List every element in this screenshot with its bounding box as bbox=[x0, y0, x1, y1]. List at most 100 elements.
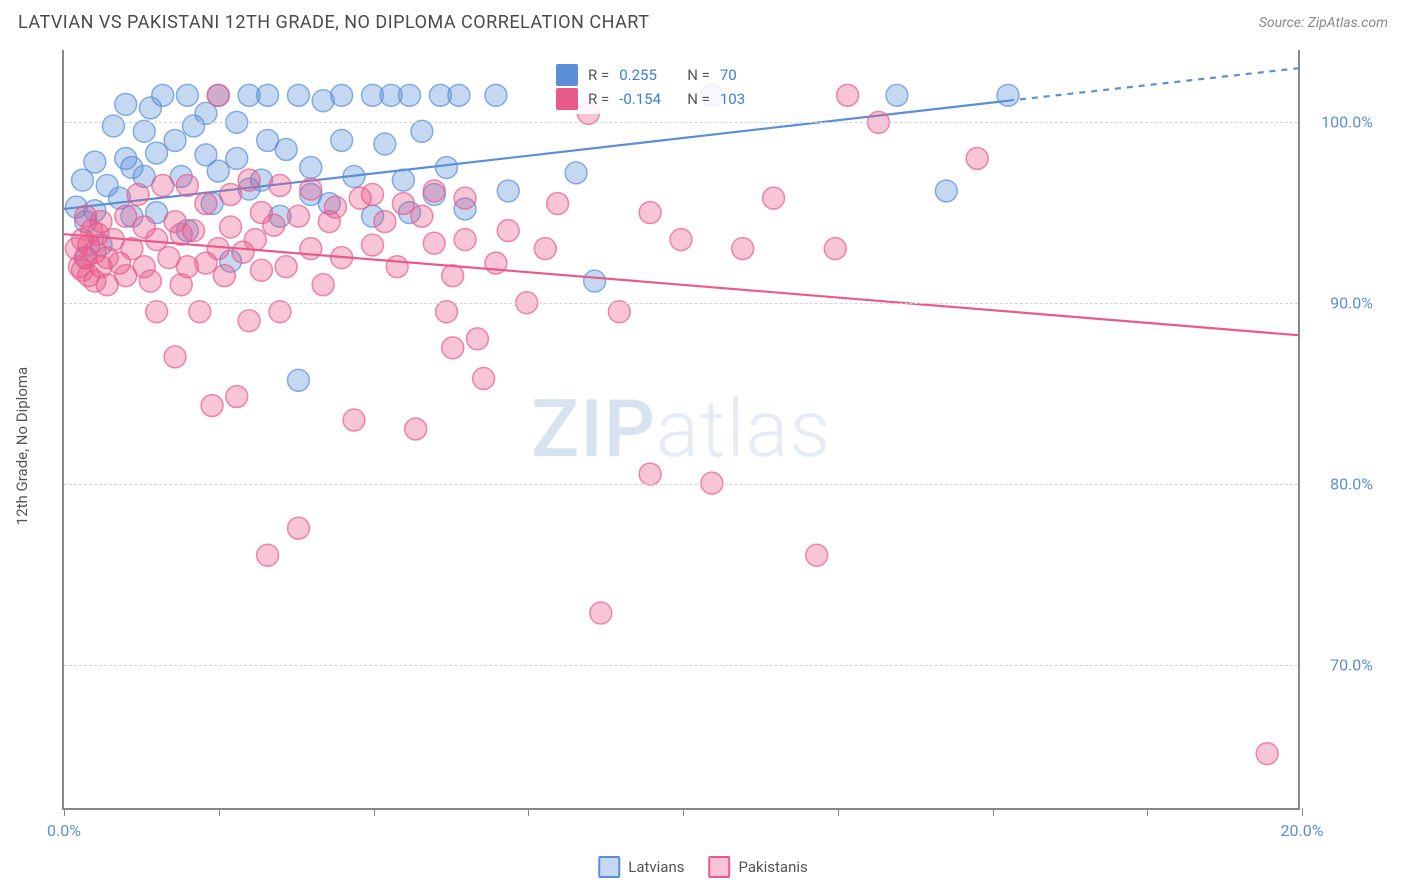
data-point bbox=[485, 84, 507, 106]
data-point bbox=[362, 184, 384, 206]
data-point bbox=[257, 544, 279, 566]
data-point bbox=[584, 270, 606, 292]
data-point bbox=[473, 368, 495, 390]
data-point bbox=[325, 196, 347, 218]
data-point bbox=[300, 157, 322, 179]
data-point bbox=[763, 187, 785, 209]
data-point bbox=[275, 256, 297, 278]
x-tick-label: 0.0% bbox=[47, 821, 81, 840]
data-point bbox=[207, 84, 229, 106]
data-point bbox=[405, 418, 427, 440]
data-point bbox=[146, 142, 168, 164]
data-point bbox=[466, 328, 488, 350]
data-point bbox=[590, 602, 612, 624]
data-point bbox=[448, 84, 470, 106]
x-tick bbox=[219, 808, 220, 816]
data-point bbox=[639, 202, 661, 224]
data-point bbox=[201, 395, 223, 417]
data-point bbox=[195, 193, 217, 215]
legend-label: Latvians bbox=[628, 858, 684, 876]
x-tick bbox=[64, 808, 65, 816]
legend-item: Latvians bbox=[598, 856, 684, 878]
y-tick-label: 100.0% bbox=[1321, 113, 1373, 132]
data-point bbox=[275, 138, 297, 160]
data-point bbox=[269, 175, 291, 197]
regression-line-extrapolated bbox=[1008, 68, 1298, 100]
data-point bbox=[207, 160, 229, 182]
legend-swatch bbox=[556, 88, 578, 110]
gridline bbox=[64, 665, 1298, 666]
data-point bbox=[454, 229, 476, 251]
stats-row: R =-0.154N =103 bbox=[556, 88, 745, 110]
x-tick bbox=[838, 808, 839, 816]
chart-plot-area: ZIPatlas R =0.255N =70R =-0.154N =103 70… bbox=[62, 50, 1300, 810]
data-point bbox=[152, 175, 174, 197]
data-point bbox=[837, 84, 859, 106]
data-point bbox=[670, 229, 692, 251]
chart-title: LATVIAN VS PAKISTANI 12TH GRADE, NO DIPL… bbox=[18, 12, 649, 33]
stats-row: R = 0.255 N = 70 bbox=[556, 64, 745, 86]
legend-swatch bbox=[708, 856, 730, 878]
stat-n-value: 103 bbox=[720, 90, 745, 108]
data-point bbox=[300, 238, 322, 260]
stat-r-label: R = bbox=[588, 66, 609, 84]
data-point bbox=[534, 238, 556, 260]
data-point bbox=[238, 310, 260, 332]
data-point bbox=[238, 169, 260, 191]
data-point bbox=[250, 259, 272, 281]
legend-swatch bbox=[598, 856, 620, 878]
data-point bbox=[386, 256, 408, 278]
data-point bbox=[226, 147, 248, 169]
data-point bbox=[287, 205, 309, 227]
x-tick-label: 20.0% bbox=[1281, 821, 1324, 840]
y-tick-label: 90.0% bbox=[1330, 294, 1373, 313]
data-point bbox=[362, 234, 384, 256]
data-point bbox=[331, 84, 353, 106]
legend-label: Pakistanis bbox=[738, 858, 807, 876]
data-point bbox=[102, 115, 124, 137]
data-point bbox=[497, 220, 519, 242]
data-point bbox=[886, 84, 908, 106]
source-attribution: Source: ZipAtlas.com bbox=[1259, 15, 1388, 31]
legend-item: Pakistanis bbox=[708, 856, 807, 878]
data-point bbox=[806, 544, 828, 566]
data-point bbox=[374, 211, 396, 233]
scatter-plot-svg bbox=[64, 50, 1298, 808]
x-tick bbox=[993, 808, 994, 816]
data-point bbox=[1256, 743, 1278, 765]
data-point bbox=[84, 151, 106, 173]
data-point bbox=[374, 133, 396, 155]
data-point bbox=[331, 129, 353, 151]
data-point bbox=[639, 463, 661, 485]
data-point bbox=[423, 180, 445, 202]
data-point bbox=[176, 84, 198, 106]
data-point bbox=[133, 120, 155, 142]
data-point bbox=[701, 472, 723, 494]
data-point bbox=[392, 169, 414, 191]
data-point bbox=[115, 93, 137, 115]
data-point bbox=[127, 184, 149, 206]
data-point bbox=[220, 184, 242, 206]
data-point bbox=[732, 238, 754, 260]
data-point bbox=[423, 232, 445, 254]
data-point bbox=[343, 409, 365, 431]
data-point bbox=[824, 238, 846, 260]
data-point bbox=[164, 129, 186, 151]
data-point bbox=[454, 187, 476, 209]
y-tick-label: 70.0% bbox=[1330, 656, 1373, 675]
data-point bbox=[220, 216, 242, 238]
stat-n-value: 70 bbox=[720, 66, 737, 84]
x-tick bbox=[683, 808, 684, 816]
data-point bbox=[164, 346, 186, 368]
data-point bbox=[565, 162, 587, 184]
stat-r-value: 0.255 bbox=[619, 66, 677, 84]
stat-n-label: N = bbox=[687, 66, 710, 84]
data-point bbox=[547, 193, 569, 215]
data-point bbox=[139, 270, 161, 292]
x-tick bbox=[1302, 808, 1303, 816]
legend: Latvians Pakistanis bbox=[598, 856, 808, 878]
correlation-stats-box: R = 0.255 N = 70 R =-0.154N =103 bbox=[546, 60, 755, 114]
data-point bbox=[300, 178, 322, 200]
data-point bbox=[244, 229, 266, 251]
data-point bbox=[257, 84, 279, 106]
